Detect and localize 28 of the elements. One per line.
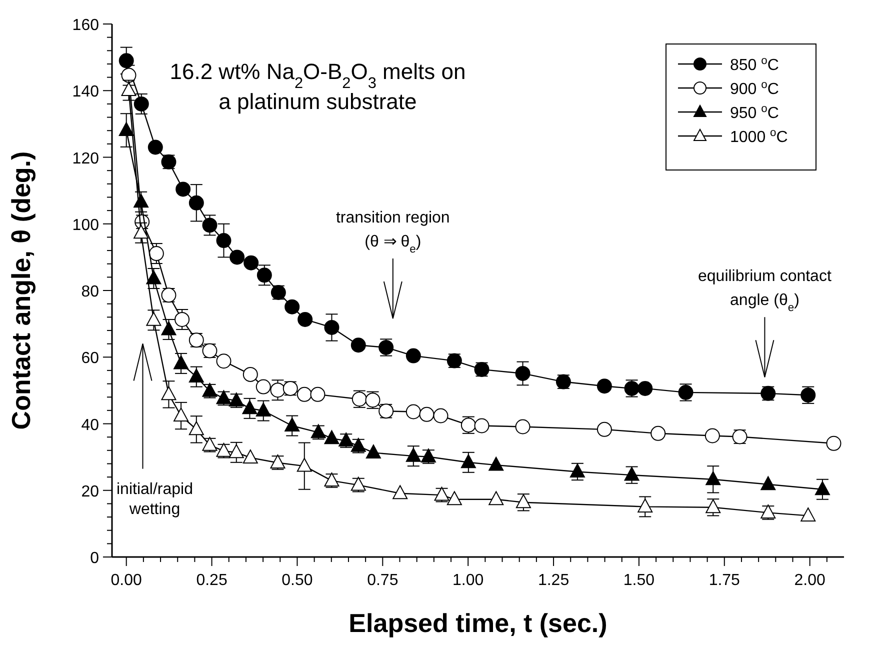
x-tick-label: 0.00	[110, 572, 142, 589]
y-tick-label: 60	[81, 350, 100, 368]
x-tick-label: 0.75	[367, 572, 398, 589]
annotation: transition region (θ ⇒ θ$_{e}$)	[336, 209, 450, 256]
x-tick-label: 0.25	[196, 572, 228, 589]
y-tick-label: 0	[90, 550, 100, 567]
legend-label: 850 $^{o}$C	[730, 55, 779, 74]
y-tick-label: 80	[81, 284, 100, 300]
x-tick-label: 1.00	[452, 572, 484, 589]
annotation: equilibrium contact angle (θ$_{e}$)	[698, 268, 832, 314]
x-tick-label: 1.50	[623, 572, 655, 589]
y-axis-title: Contact angle, θ (deg.)	[6, 151, 36, 430]
legend-label: 900 $^{o}$C	[730, 79, 779, 98]
y-tick-label: 140	[72, 84, 100, 101]
x-tick-label: 2.00	[794, 572, 826, 589]
y-tick-label: 100	[72, 216, 100, 234]
text: 16.2 wt% Na$_{2}$O-B$_{2}$O$_{3}$ melts on a platinum substrate	[170, 59, 466, 114]
x-axis-title: Elapsed time, t (sec.)	[348, 608, 608, 638]
legend-label: 1000 $^{o}$C	[730, 127, 788, 146]
y-tick-label: 40	[81, 416, 100, 434]
x-tick-label: 0.50	[282, 572, 313, 589]
x-tick-label: 1.75	[708, 572, 740, 589]
x-tick-label: 1.25	[538, 572, 570, 589]
y-tick-label: 160	[72, 17, 100, 34]
legend-label: 950 $^{o}$C	[730, 103, 779, 122]
y-tick-label: 120	[72, 150, 100, 168]
y-tick-label: 20	[81, 483, 100, 500]
annotation: initial/rapid wetting	[116, 480, 193, 518]
